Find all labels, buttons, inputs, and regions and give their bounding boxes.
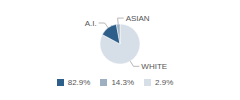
html-text:2.9%: 2.9% xyxy=(155,78,174,87)
svg-text:ASIAN: ASIAN xyxy=(126,14,150,23)
svg-text:WHITE: WHITE xyxy=(141,62,167,71)
html-text:14.3%: 14.3% xyxy=(111,78,135,87)
html-text:82.9%: 82.9% xyxy=(67,78,91,87)
svg-text:A.I.: A.I. xyxy=(85,19,97,28)
